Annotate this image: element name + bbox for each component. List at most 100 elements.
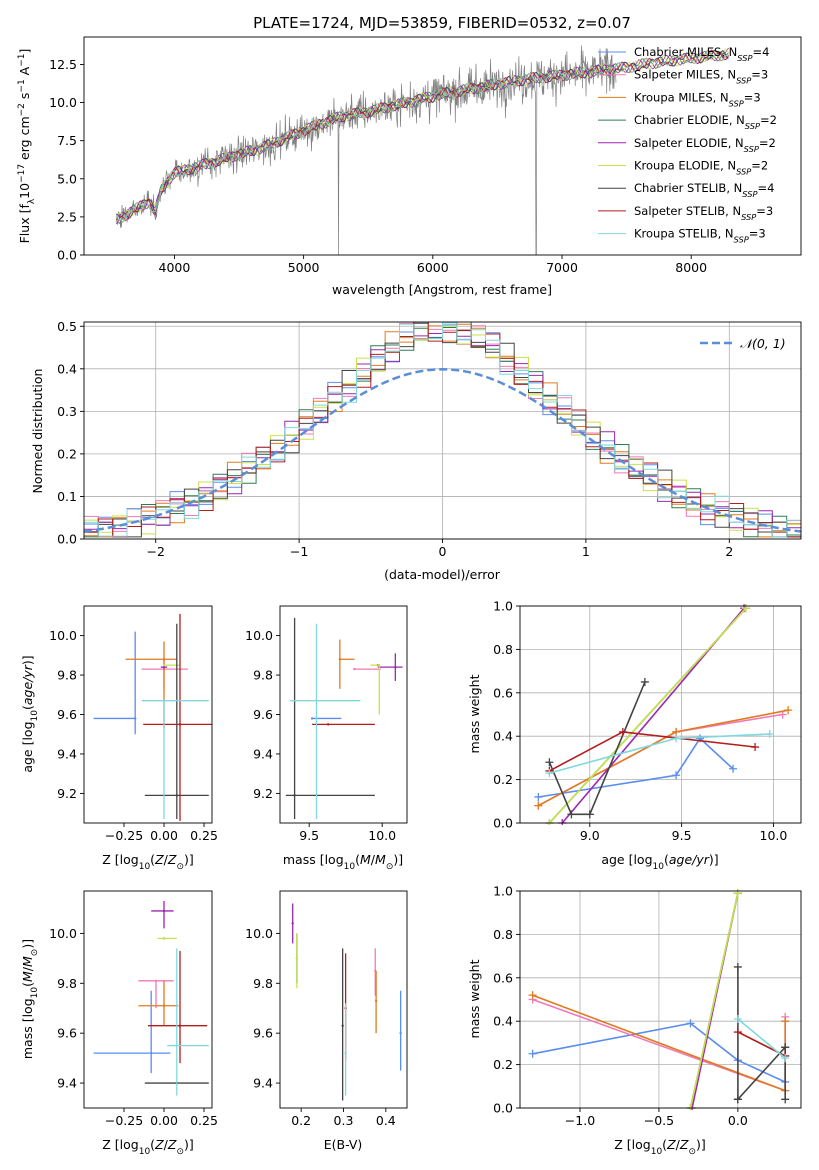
- errorbars-age_vs_mass: [285, 617, 403, 820]
- point-salpeter_stelib: [178, 1024, 182, 1027]
- weight-marker-chabrier_stelib: [545, 758, 554, 767]
- weight-marker-salpeter_stelib: [733, 1028, 742, 1037]
- x-axis-label: Z [log10(Z/Z⊙)]: [102, 852, 194, 872]
- legend-label: Chabrier ELODIE, NSSP=2: [634, 113, 777, 131]
- histogram-kroupa_elodie: [84, 322, 801, 535]
- x-tick-label: 1: [582, 544, 590, 559]
- plot-area-mass_vs_Z: [93, 900, 209, 1096]
- point-kroupa_miles: [338, 658, 342, 661]
- point-kroupa_stelib: [315, 699, 318, 702]
- x-tick-label: 0.0: [728, 1113, 748, 1128]
- weight-marker-kroupa_stelib: [672, 734, 681, 743]
- weight-marker-chabrier_miles: [672, 771, 681, 780]
- point-salpeter_elodie: [162, 909, 166, 913]
- x-tick-label: 0.00: [150, 828, 178, 843]
- legend-spectrum: Chabrier MILES, NSSP=4 Salpeter MILES, NS…: [598, 45, 777, 245]
- point-kroupa_elodie: [378, 663, 381, 667]
- y-tick-label: 12.5: [49, 57, 77, 72]
- legend-label: Kroupa STELIB, NSSP=3: [634, 227, 766, 245]
- x-axis-label: mass [log10(M/M⊙)]: [283, 852, 403, 872]
- x-tick-label: 0.4: [376, 1113, 396, 1128]
- y-tick-label: 9.4: [253, 1076, 273, 1091]
- y-tick-label: 1.0: [493, 884, 513, 899]
- x-tick-label: 10.0: [368, 828, 396, 843]
- x-tick-label: −2: [146, 544, 164, 559]
- legend-normal: 𝒩(0, 1): [700, 336, 786, 351]
- y-tick-label: 10.0: [245, 926, 273, 941]
- point-kroupa_stelib: [175, 1044, 178, 1047]
- legend-label: Kroupa ELODIE, NSSP=2: [634, 159, 768, 177]
- x-axis-label: Z [log10(Z/Z⊙)]: [102, 1137, 194, 1157]
- weight-marker-chabrier_miles: [534, 792, 543, 801]
- lines-weight_vs_Z: [528, 889, 790, 1110]
- x-tick-label: 2: [725, 544, 733, 559]
- y-tick-label: 0.2: [493, 1057, 513, 1072]
- y-tick-label: 10.0: [49, 926, 77, 941]
- weight-marker-kroupa_elodie: [733, 889, 742, 898]
- point-salpeter_elodie: [291, 922, 294, 925]
- x-axis-label: Z [log10(Z/Z⊙)]: [614, 1137, 706, 1157]
- weight-marker-chabrier_miles: [528, 1049, 537, 1058]
- x-tick-label: −0.5: [644, 1113, 674, 1128]
- point-kroupa_elodie: [162, 937, 166, 940]
- y-tick-label: 5.0: [57, 171, 77, 186]
- point-kroupa_miles: [162, 1004, 166, 1007]
- legend-label: Salpeter STELIB, NSSP=3: [634, 204, 773, 222]
- model-spectrum-kroupa_stelib: [115, 49, 729, 223]
- point-chabrier_stelib: [293, 794, 296, 797]
- x-tick-label: 0.25: [190, 828, 218, 843]
- y-tick-label: 0.6: [493, 970, 513, 985]
- point-chabrier_miles: [134, 717, 137, 720]
- y-tick-label: 10.0: [49, 628, 77, 643]
- point-chabrier_stelib: [341, 1024, 344, 1027]
- y-axis-label: mass weight: [467, 959, 482, 1038]
- axes-spectrum: 4000 5000 6000 7000 8000 0.0 2.5 5.0 7.5 10.0 12.5…: [49, 36, 802, 275]
- weight-marker-chabrier_miles: [729, 764, 738, 773]
- x-tick-label: 0.3: [334, 1113, 354, 1128]
- weight-marker-chabrier_stelib: [733, 1095, 742, 1104]
- y-axis-label: Normed distribution: [30, 369, 45, 494]
- weight-marker-kroupa_stelib: [781, 1054, 790, 1063]
- point-salpeter_elodie: [394, 665, 397, 669]
- x-tick-label: 6000: [417, 260, 449, 275]
- y-tick-label: 1.0: [493, 599, 513, 614]
- plot-area-weight_vs_age: [534, 604, 793, 825]
- y-tick-label: 0.1: [57, 489, 77, 504]
- y-tick-label: 9.8: [57, 976, 77, 991]
- y-tick-label: 0.0: [493, 816, 513, 831]
- x-tick-label: −1.0: [565, 1113, 595, 1128]
- plot-area-mass_vs_ebv: [291, 903, 402, 1101]
- point-chabrier_stelib: [175, 794, 178, 797]
- weight-line-chabrier_miles: [532, 1022, 786, 1083]
- model-spectrum-chabrier_elodie: [116, 51, 730, 224]
- y-tick-label: 9.6: [57, 1026, 77, 1041]
- point-chabrier_miles: [310, 717, 314, 720]
- point-salpeter_miles: [353, 667, 356, 671]
- y-tick-label: 0.4: [493, 729, 513, 744]
- weight-marker-chabrier_stelib: [567, 810, 576, 819]
- x-tick-label: −0.25: [105, 1113, 143, 1128]
- normal-curve: [84, 368, 801, 533]
- point-kroupa_elodie: [162, 663, 166, 667]
- x-tick-label: 7000: [546, 260, 578, 275]
- y-tick-label: 10.0: [49, 95, 77, 110]
- weight-line-kroupa_elodie: [689, 893, 739, 1109]
- x-axis-label: wavelength [Angstrom, rest frame]: [332, 282, 552, 297]
- y-tick-label: 0.0: [493, 1101, 513, 1116]
- weight-marker-chabrier_stelib: [640, 677, 649, 686]
- histograms: [84, 322, 801, 538]
- x-axis-label: (data-model)/error: [384, 567, 501, 582]
- y-tick-label: 9.4: [57, 746, 77, 761]
- x-tick-label: 0.2: [291, 1113, 311, 1128]
- y-tick-label: 0.4: [57, 361, 77, 376]
- weight-line-kroupa_elodie: [548, 607, 747, 824]
- plot-area-residuals: [84, 322, 801, 538]
- y-tick-label: 9.8: [253, 976, 273, 991]
- x-tick-label: 0.25: [190, 1113, 218, 1128]
- y-tick-label: 0.3: [57, 404, 77, 419]
- y-axis-label: age [log10(age/yr)]: [20, 655, 40, 772]
- lines-weight_vs_age: [534, 604, 793, 825]
- axes-frame: [519, 890, 802, 1109]
- y-tick-label: 0.8: [493, 642, 513, 657]
- model-spectrum-kroupa_elodie: [115, 48, 730, 220]
